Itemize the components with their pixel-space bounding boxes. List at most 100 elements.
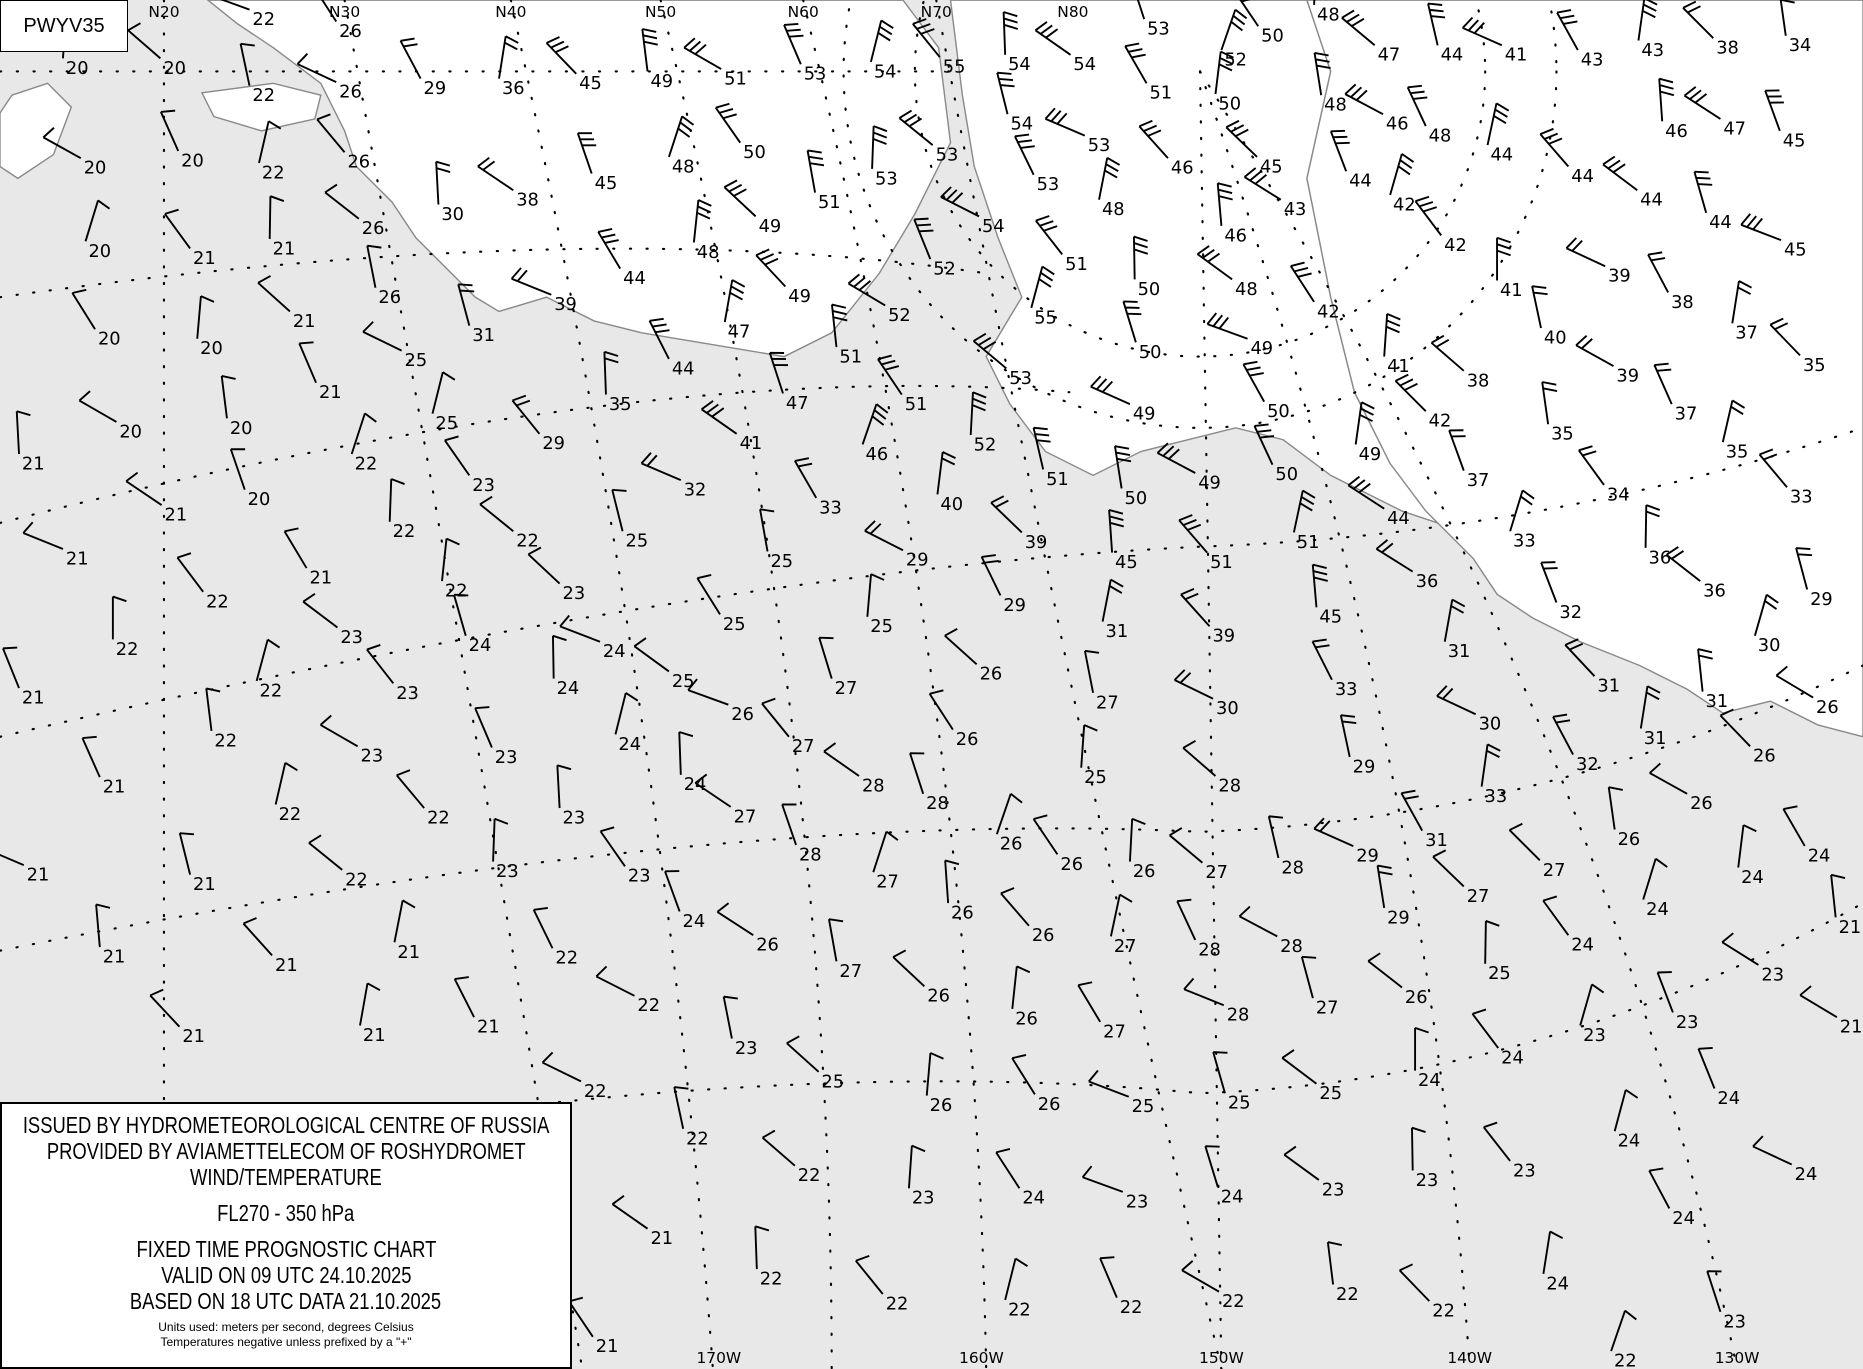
wind-barb (220, 0, 250, 11)
temperature-label: 20 (98, 329, 121, 350)
temperature-label: 51 (1149, 83, 1172, 104)
wind-barb (944, 859, 960, 904)
temperature-label: 25 (770, 551, 793, 572)
temperature-label: 50 (743, 142, 766, 163)
wind-barb (395, 769, 425, 809)
wind-barb (1168, 827, 1204, 864)
wind-barb (474, 706, 493, 748)
wind-barb (761, 1129, 796, 1167)
wind-barb (1575, 334, 1614, 367)
wind-barb (258, 120, 282, 164)
longitude-label-top: N20 (148, 3, 179, 21)
temperature-label: 22 (393, 521, 416, 542)
wind-barb (1122, 300, 1142, 343)
temperature-label: 22 (555, 948, 578, 969)
wind-barb (308, 834, 343, 871)
temperature-label: 51 (905, 394, 928, 415)
temperature-label: 33 (1485, 786, 1508, 807)
wind-barb (855, 1254, 884, 1295)
temperature-label: 53 (1147, 19, 1170, 40)
temperature-label: 25 (1132, 1096, 1155, 1117)
wind-barb (125, 471, 163, 506)
temperature-label: 26 (1690, 793, 1713, 814)
wind-barb (477, 157, 514, 192)
temperature-label: 27 (734, 806, 757, 827)
temperature-label: 28 (1198, 939, 1221, 960)
wind-barbs (0, 0, 1846, 1352)
temperature-label: 24 (1221, 1187, 1244, 1208)
wind-barb (1004, 1257, 1029, 1301)
temperature-label: 39 (1025, 532, 1048, 553)
temperature-label: 44 (1571, 166, 1594, 187)
wind-barb (1182, 739, 1217, 777)
wind-barb (1779, 0, 1795, 36)
temperature-label: 24 (1795, 1164, 1818, 1185)
temperature-label: 44 (623, 268, 646, 289)
temperature-label: 22 (345, 869, 368, 890)
temperature-label: 22 (214, 730, 237, 751)
temperature-label: 25 (1488, 963, 1511, 984)
wind-barb (1427, 2, 1446, 46)
wind-barb (761, 697, 790, 738)
temperature-label: 20 (200, 338, 223, 359)
temperature-label: 47 (1378, 45, 1401, 66)
wind-barb (498, 35, 519, 79)
wind-barb (768, 351, 788, 394)
temperature-label: 22 (1336, 1284, 1359, 1305)
wind-barb (1613, 1089, 1639, 1132)
wind-barb (552, 634, 567, 679)
wind-barb (1682, 0, 1714, 39)
wind-barb (603, 350, 619, 395)
wind-barb (683, 37, 722, 70)
wind-barb (1080, 724, 1098, 768)
temperature-label: 34 (1607, 484, 1630, 505)
wind-barb (0, 853, 25, 866)
temperature-label: 20 (119, 421, 142, 442)
temperature-label: 26 (930, 1095, 953, 1116)
temperature-label: 22 (760, 1269, 783, 1290)
wind-barb (1088, 1069, 1130, 1098)
longitude-label-bottom: 130W (1715, 1349, 1760, 1367)
wind-barb (1400, 789, 1424, 832)
temperature-label: 23 (1761, 964, 1784, 985)
temperature-label: 36 (1648, 547, 1671, 568)
wind-barb (1719, 708, 1751, 747)
temperature-label: 39 (1608, 266, 1631, 287)
temperature-label: 31 (1706, 691, 1729, 712)
wind-barb (71, 288, 96, 330)
longitude-label-bottom: 170W (696, 1349, 741, 1367)
wind-barb (1769, 317, 1801, 357)
wind-barb (84, 199, 111, 242)
land-asia-coast (206, 0, 952, 358)
temperature-label: 26 (956, 729, 979, 750)
temperature-label: 51 (818, 192, 841, 213)
wind-barb (1486, 102, 1510, 146)
temperature-label: 21 (293, 311, 316, 332)
wind-barb (196, 295, 215, 339)
wind-barb (1443, 598, 1466, 642)
temperature-label: 28 (1227, 1005, 1250, 1026)
wind-barb (1081, 1165, 1124, 1193)
temperature-label: 23 (912, 1188, 935, 1209)
wind-barb (1035, 215, 1063, 255)
wind-barb (1326, 1241, 1342, 1285)
wind-barb (640, 452, 682, 482)
temperature-label: 33 (1513, 531, 1536, 552)
wind-barb (1133, 235, 1149, 280)
temperature-label: 22 (279, 804, 302, 825)
temperature-label: 29 (1353, 756, 1376, 777)
wind-barb (1398, 1263, 1431, 1302)
temperature-label: 23 (1126, 1191, 1149, 1212)
legend-units: Units used: meters per second, degrees C… (158, 1320, 414, 1334)
wind-barb (1637, 0, 1658, 41)
temperature-label: 23 (361, 746, 384, 767)
wind-barb (1281, 1049, 1318, 1085)
temperature-label: 21 (103, 777, 126, 798)
wind-barb (435, 160, 451, 205)
temperature-label: 29 (1810, 589, 1833, 610)
wind-barb (1782, 805, 1806, 847)
wind-barb (1542, 1230, 1564, 1274)
wind-barb (1099, 1256, 1118, 1298)
wind-barb (1367, 952, 1403, 989)
